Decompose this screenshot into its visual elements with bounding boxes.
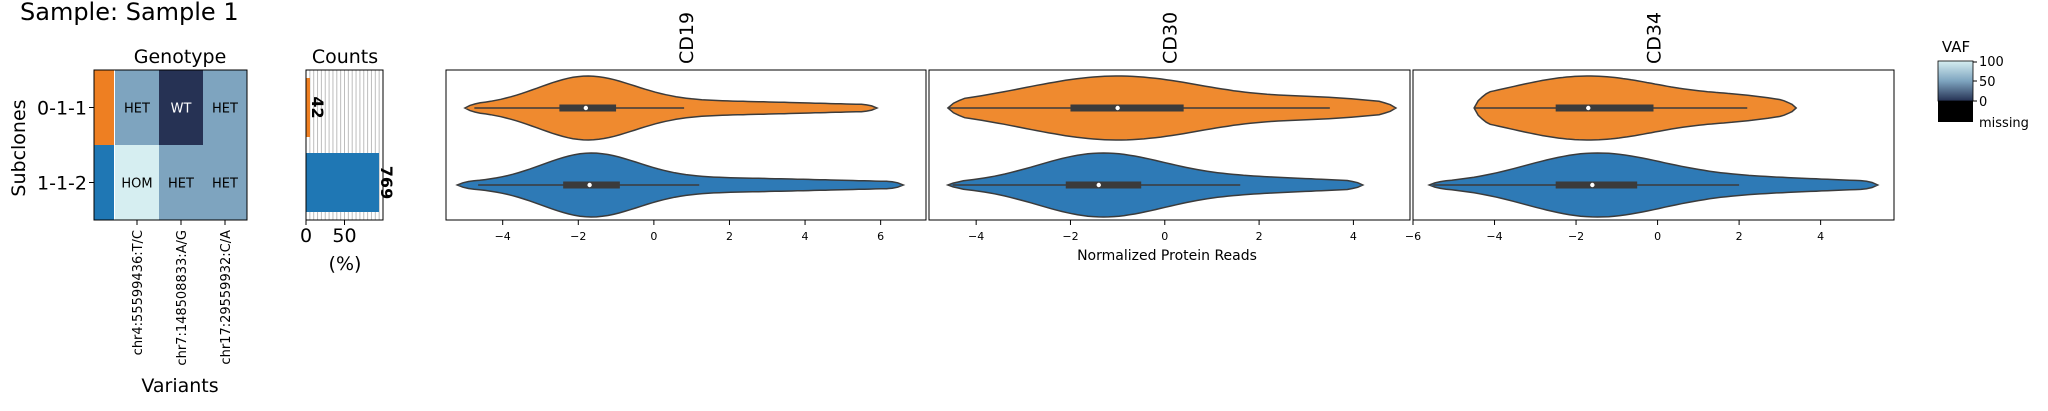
genotype-heatmap: Genotype Subclones HET WT HET HOM HET HET 0-1…: [8, 46, 248, 397]
counts-title: Counts: [312, 46, 378, 68]
genotype-cell: [203, 70, 247, 145]
genotype-frame: [93, 69, 248, 221]
colorbar-tick-missing: missing: [1979, 116, 2029, 131]
violin-tick-label: 0: [1654, 230, 1661, 243]
violin-tick-label: 4: [1817, 230, 1824, 243]
violin-tick-label: 4: [1350, 230, 1357, 243]
violin-xlabel: Normalized Protein Reads: [1077, 248, 1257, 264]
violin-median-point: [1115, 105, 1120, 111]
violin-panel-title: CD19: [676, 12, 698, 64]
genotype-title: Genotype: [134, 46, 227, 68]
violin-panel-frame: [928, 69, 1411, 221]
subclones-axis-label: Subclones: [8, 99, 30, 196]
violin-tick-label: −2: [570, 230, 586, 243]
violin-tick-label: 0: [1161, 230, 1168, 243]
genotype-cell: [159, 70, 203, 145]
variants-axis-label: Variants: [141, 375, 218, 397]
violin-median-point: [1590, 182, 1595, 188]
vaf-colorbar: VAF 100 50 0 missing: [1937, 38, 2029, 131]
violin-iqr-box: [1070, 104, 1184, 112]
count-bar: [306, 78, 311, 137]
violin-median-point: [583, 105, 589, 111]
count-bar-label: 769: [377, 166, 396, 199]
violin-panel-cd19: CD19 −4 −2 0 2 4 6: [445, 12, 927, 243]
count-bar: [306, 153, 379, 212]
page-title: Sample: Sample 1: [20, 0, 239, 26]
violin-tick-label: 2: [726, 230, 733, 243]
violin-tick-label: −2: [1062, 230, 1078, 243]
violin-panel-cd34: CD34 −6 −4 −2 0 2 4: [1405, 12, 1895, 243]
violin-tick-label: −4: [495, 230, 511, 243]
violin-iqr-box: [1555, 104, 1654, 112]
violin-median-point: [1586, 105, 1591, 111]
subclone-row-label: 0-1-1: [37, 98, 87, 120]
subclone-row-label: 1-1-2: [37, 173, 87, 195]
count-bar-label: 42: [308, 96, 327, 118]
violin-iqr-box: [1065, 181, 1142, 189]
violin-tick-label: −4: [968, 230, 984, 243]
violin-panel-frame: [1412, 69, 1895, 221]
violin-tick-label: 6: [877, 230, 884, 243]
violin-tick-label: −4: [1486, 230, 1502, 243]
counts-chart: Counts 42 769 0 50 (%): [300, 46, 396, 275]
genotype-cell-label: HET: [124, 102, 150, 117]
counts-tick-label: 0: [300, 225, 312, 247]
counts-tick-label: 50: [332, 225, 356, 247]
violin-panel-title: CD30: [1160, 12, 1182, 64]
colorbar-gradient: [1937, 60, 1974, 102]
counts-xlabel: (%): [329, 253, 362, 275]
violin-panel-frame: [445, 69, 927, 221]
variant-label: chr4:55599436:T/C: [131, 230, 146, 355]
genotype-cell-label: HET: [168, 177, 194, 192]
violin-tick-label: 2: [1736, 230, 1743, 243]
genotype-cell-label: HOM: [121, 177, 152, 192]
violin-panels: CD19 −4 −2 0 2 4 6 CD30 −4 −2 0 2 4 CD34 −6 −4 −2 0 2 4: [445, 12, 1895, 243]
violin-panel-title: CD34: [1644, 12, 1666, 64]
subclone-color-strip: [94, 145, 114, 220]
violin-iqr-box: [1555, 181, 1638, 189]
genotype-cell: [115, 70, 159, 145]
violin-panel-cd30: CD30 −4 −2 0 2 4: [928, 12, 1411, 243]
colorbar-tick-100: 100: [1979, 55, 2004, 70]
genotype-cell: [203, 145, 247, 220]
violin-tick-label: 4: [802, 230, 809, 243]
violin-median-point: [1096, 182, 1101, 188]
violin-tick-label: −6: [1405, 230, 1421, 243]
violin-tick-label: 2: [1256, 230, 1263, 243]
colorbar-missing: [1938, 101, 1973, 122]
variant-label: chr17:29559932:C/A: [219, 230, 234, 365]
violin-tick-label: −2: [1568, 230, 1584, 243]
genotype-cell-label: HET: [212, 102, 238, 117]
genotype-cell-label: WT: [171, 102, 192, 117]
variant-label: chr7:148508833:A/G: [175, 230, 190, 366]
colorbar-title: VAF: [1942, 38, 1970, 56]
colorbar-tick-0: 0: [1979, 95, 1987, 110]
colorbar-tick-50: 50: [1979, 75, 1996, 90]
subclone-color-strip: [94, 70, 114, 145]
genotype-cell-label: HET: [212, 177, 238, 192]
genotype-cell: [159, 145, 203, 220]
genotype-cell: [115, 145, 159, 220]
violin-tick-label: 0: [650, 230, 657, 243]
violin-median-point: [587, 182, 592, 188]
